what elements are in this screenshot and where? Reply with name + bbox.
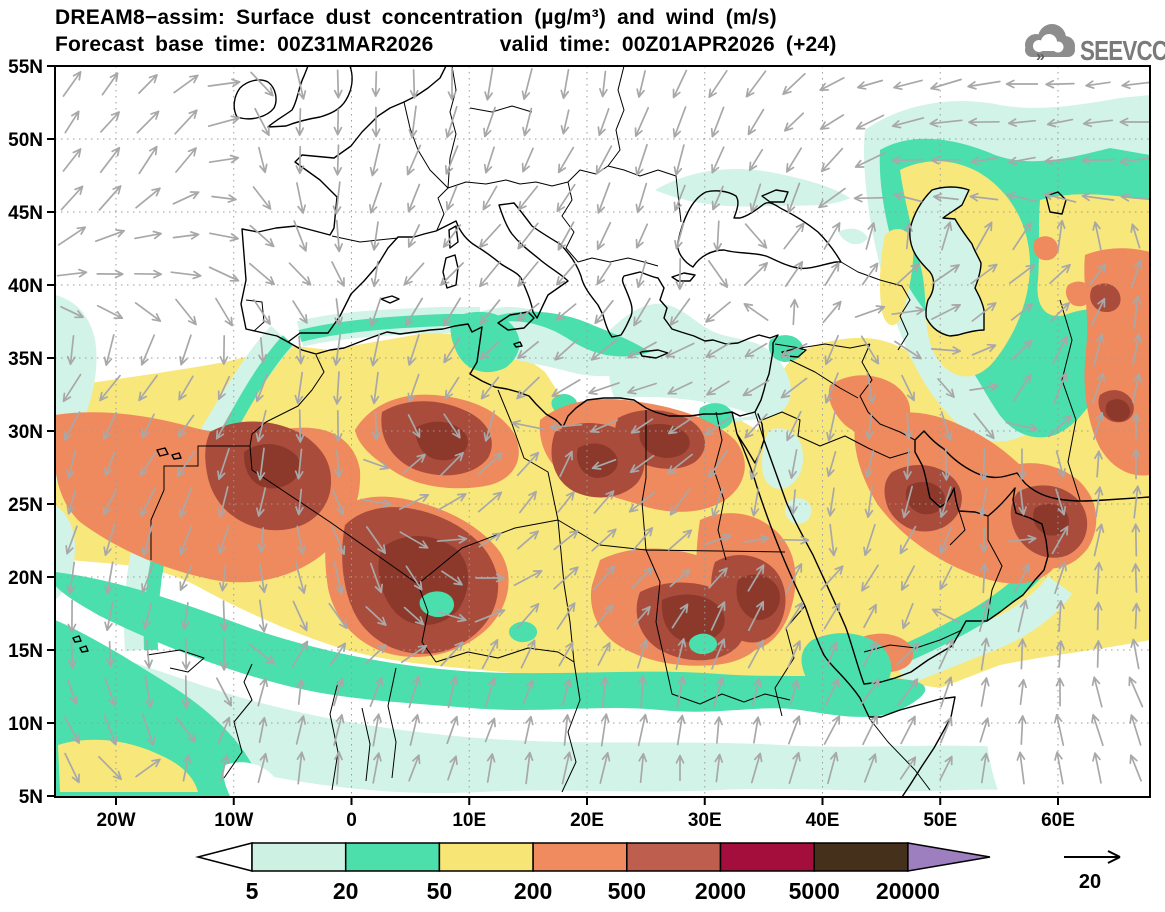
lat-tick-label: 25N (8, 495, 43, 516)
legend-segment (719, 842, 815, 872)
cloud-chevrons: » (1036, 48, 1045, 65)
lon-tick-label: 20W (96, 810, 135, 831)
color-legend: 5 20 50 200 500 2000 5000 20000 (195, 842, 991, 904)
lon-tick-label: 10E (452, 810, 486, 831)
cloud-icon: » (1025, 24, 1075, 65)
dust-region-iraq-orange (828, 375, 911, 436)
dust-hole-mali-1 (419, 591, 455, 618)
dust-peak-iran (1105, 399, 1131, 422)
dust-spot-ecaspian-orange-2 (1065, 281, 1093, 307)
dust-streak-ne-turkey (879, 228, 914, 326)
legend-segment (813, 842, 909, 872)
lon-tick-label: 20E (570, 810, 604, 831)
dust-peak-warabia (905, 481, 945, 515)
dust-patch-redsea-mid (785, 498, 812, 524)
wind-reference-arrowhead (1107, 850, 1121, 864)
dust-band-sahel (55, 572, 926, 717)
lat-tick-label: 40N (8, 276, 43, 297)
seevccc-logo: » SEEVCCC (1025, 24, 1165, 67)
logo-text: SEEVCCC (1080, 36, 1165, 67)
legend-segment (251, 842, 347, 872)
legend-low-arrow (195, 842, 253, 872)
dust-patch-tunisia (450, 311, 520, 373)
map-axes: 55N 50N 45N 40N 35N 30N 25N 20N 15N 10N 5N 20W 10W 0 1… (8, 57, 1151, 831)
dust-patch-guinea-yellow (58, 739, 198, 792)
legend-value-label: 20000 (876, 878, 940, 904)
lat-tick-label: 35N (8, 349, 43, 370)
sea-white-liberia (223, 762, 279, 796)
lon-tick-label: 60E (1041, 810, 1075, 831)
lat-tick-label: 30N (8, 422, 43, 443)
dust-patch-black-sea-east (838, 228, 868, 245)
legend-value-label: 20 (333, 878, 359, 904)
legend-value-label: 500 (608, 878, 646, 904)
lat-tick-label: 50N (8, 130, 43, 151)
dust-peak-chad (661, 594, 725, 644)
dust-hole-mali-2 (509, 621, 538, 643)
lon-tick-label: 30E (688, 810, 722, 831)
legend-value-label: 200 (514, 878, 552, 904)
legend-segment (626, 842, 722, 872)
dust-peak-oman (1033, 503, 1069, 536)
dust-spot-ecaspian-orange-1 (1033, 236, 1059, 261)
lon-tick-label: 0 (346, 810, 357, 831)
legend-high-arrow (907, 842, 991, 872)
lat-tick-label: 10N (8, 714, 43, 735)
lon-tick-label: 10W (214, 810, 253, 831)
dust-spot-cyprus (768, 335, 804, 362)
legend-segment (532, 842, 628, 872)
legend-segment (438, 842, 534, 872)
dust-band-sahel-south (55, 640, 1150, 794)
legend-value-label: 2000 (695, 878, 746, 904)
wind-arrow-field (56, 67, 1150, 785)
dust-band-algeria-coast (298, 314, 478, 342)
lat-tick-label: 5N (19, 787, 43, 808)
title-block: DREAM8−assim: Surface dust concentration… (55, 4, 837, 58)
dust-peak-sudan (736, 574, 780, 620)
lat-tick-label: 45N (8, 203, 43, 224)
dust-hole-niger (689, 633, 718, 655)
graticule-gridlines (55, 66, 1150, 797)
lat-tick-label: 20N (8, 568, 43, 589)
caspian-sea-fill (909, 187, 984, 336)
wind-arrows-path (56, 67, 1150, 785)
dust-patch-aegean-eastmed (607, 303, 791, 428)
lat-tick-label: 55N (8, 57, 43, 78)
wind-reference-label: 20 (1079, 871, 1101, 893)
legend-segment (344, 842, 441, 872)
lon-tick-label: 40E (806, 810, 840, 831)
lon-tick-label: 50E (923, 810, 957, 831)
legend-value-label: 5000 (789, 878, 840, 904)
legend-value-label: 5 (246, 878, 259, 904)
legend-value-label: 50 (427, 878, 453, 904)
plot-title: DREAM8−assim: Surface dust concentration… (55, 6, 777, 29)
wind-reference: 20 (1064, 850, 1121, 893)
sea-white-arabian-sea (987, 699, 1150, 796)
plot-subtitle-forecast-times: Forecast base time: 00Z31MAR2026 valid t… (55, 33, 837, 56)
dust-peak-wsahara (243, 444, 301, 489)
lat-tick-label: 15N (8, 641, 43, 662)
dust-patch-black-sea (655, 169, 850, 207)
dust-core-iran-1 (1090, 283, 1121, 313)
dust-plume-ionian (470, 311, 650, 357)
